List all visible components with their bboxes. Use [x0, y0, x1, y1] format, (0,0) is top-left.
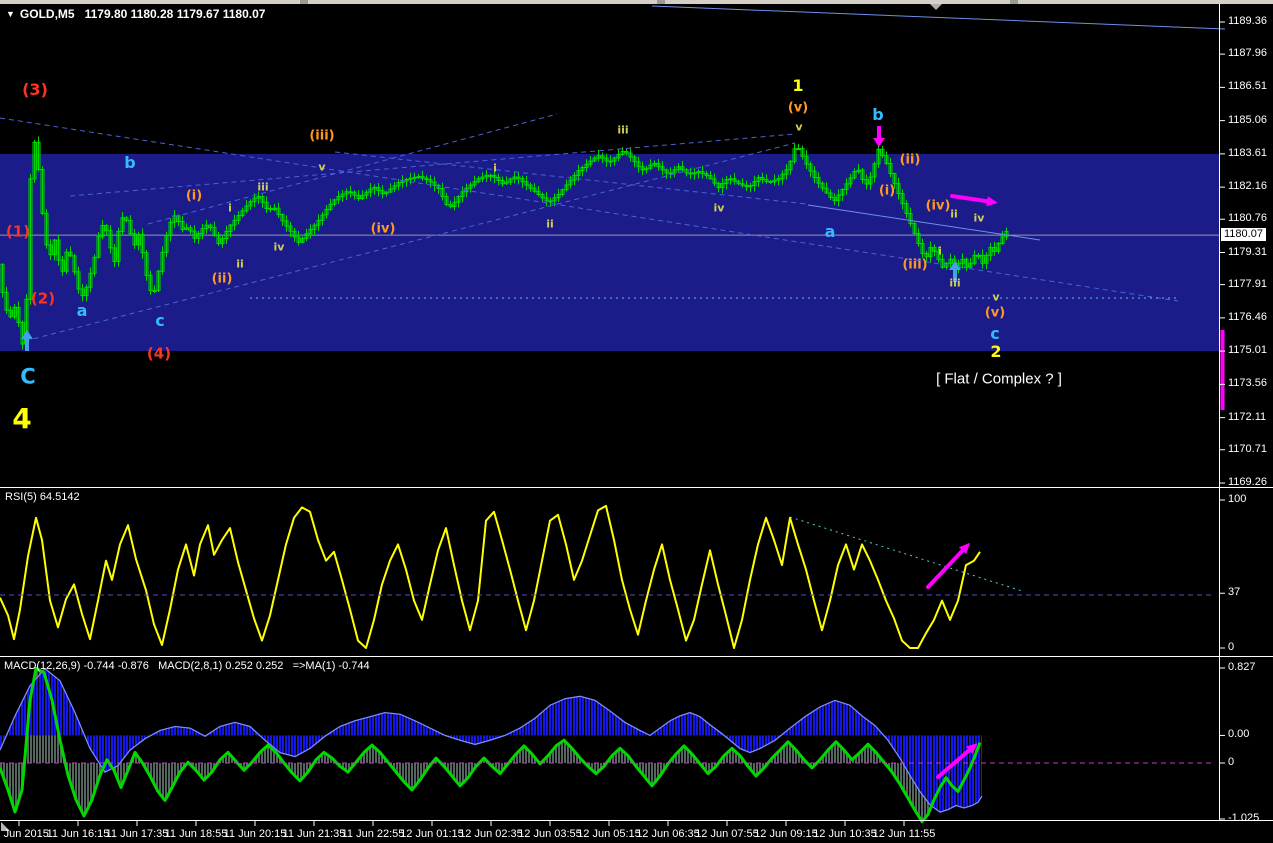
macd-layer	[0, 666, 983, 824]
rsi-layer	[0, 504, 981, 649]
trendlines-layer	[0, 5, 1226, 764]
price-chart-layer	[0, 136, 1009, 350]
frame-layer	[0, 4, 1273, 831]
arrows-layer	[21, 126, 998, 779]
chart-background-layer	[0, 0, 1273, 352]
